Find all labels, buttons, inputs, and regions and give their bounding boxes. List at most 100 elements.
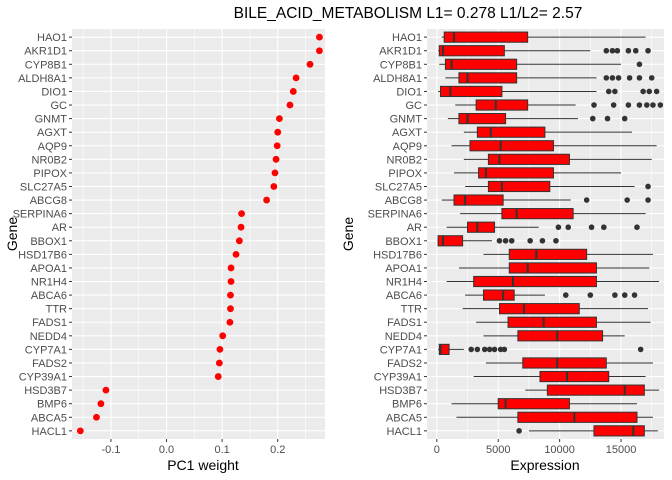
outlier-point xyxy=(527,237,533,244)
plot-title: BILE_ACID_METABOLISM L1= 0.278 L1/L2= 2.… xyxy=(234,5,583,22)
box-iqr xyxy=(473,275,597,288)
expr-gene-label: NR0B2 xyxy=(387,154,422,166)
outlier-point xyxy=(539,237,546,244)
box-iqr xyxy=(478,167,554,179)
pc1-point-hao1 xyxy=(316,33,323,41)
outlier-point xyxy=(516,428,522,434)
expr-gene-label: HSD3B7 xyxy=(379,385,422,397)
box-ttr xyxy=(462,303,649,315)
outlier-point xyxy=(636,102,643,108)
outlier-point xyxy=(621,115,628,122)
box-iqr xyxy=(508,262,597,274)
outlier-point xyxy=(565,224,572,231)
outlier-point xyxy=(604,115,611,122)
box-cyp8b1 xyxy=(439,58,643,70)
box-cyp39a1 xyxy=(473,370,646,383)
expr-gene-label: FADS1 xyxy=(387,317,422,329)
box-aldh8a1 xyxy=(445,72,655,84)
outlier-point xyxy=(632,47,639,54)
box-hsd17b6 xyxy=(483,248,653,260)
pc1-point-abca6 xyxy=(227,291,234,299)
box-fads2 xyxy=(485,357,653,369)
pc1-gene-label: ALDH8A1 xyxy=(18,73,67,85)
pc1-gene-label: GC xyxy=(51,100,68,112)
outlier-point xyxy=(502,237,509,244)
pc1-point-gnmt xyxy=(276,115,283,123)
outlier-point xyxy=(634,224,640,231)
pc1-point-cyp7a1 xyxy=(216,345,224,353)
box-iqr xyxy=(487,153,570,165)
box-iqr xyxy=(443,31,529,43)
outlier-point xyxy=(625,102,632,108)
outlier-point xyxy=(496,237,503,244)
outlier-point xyxy=(555,224,562,231)
outlier-point xyxy=(468,346,475,353)
outlier-point xyxy=(615,75,622,81)
outlier-point xyxy=(583,197,590,203)
pc1-gene-label: NEDD4 xyxy=(30,331,67,343)
box-nedd4 xyxy=(483,330,625,342)
box-hacl1 xyxy=(516,425,658,437)
box-iqr xyxy=(476,126,546,138)
pc1-y-axis-title: Gene xyxy=(4,217,20,251)
outlier-point xyxy=(605,88,612,95)
pc1-point-nr0b2 xyxy=(272,155,280,163)
expr-gene-label: CYP7A1 xyxy=(380,344,422,356)
expr-gene-label: GNMT xyxy=(390,114,423,126)
pc1-point-ar xyxy=(237,223,245,231)
expr-y-axis-title: Gene xyxy=(340,217,356,251)
pc1-point-aqp9 xyxy=(273,142,281,150)
outlier-point xyxy=(614,47,621,54)
outlier-point xyxy=(645,47,651,54)
box-abca6 xyxy=(465,289,638,301)
outlier-point xyxy=(626,75,633,81)
box-cyp7a1 xyxy=(438,343,644,355)
box-iqr xyxy=(517,411,638,423)
box-iqr xyxy=(539,370,610,383)
outlier-point xyxy=(648,75,655,81)
outlier-point xyxy=(644,102,650,108)
pc1-gene-label: NR1H4 xyxy=(31,277,67,289)
expr-gene-label: CYP8B1 xyxy=(380,59,422,71)
pc1-point-hacl1 xyxy=(76,427,84,435)
pc1-gene-label: AR xyxy=(52,222,67,234)
pc1-point-akr1d1 xyxy=(316,47,323,55)
box-gc xyxy=(455,99,664,111)
box-hao1 xyxy=(441,31,646,43)
pc1-points xyxy=(76,33,323,435)
outlier-point xyxy=(508,237,515,244)
expr-gene-label: GC xyxy=(406,100,423,112)
pc1-point-nr1h4 xyxy=(227,278,235,285)
box-iqr xyxy=(438,343,450,355)
pc1-gene-label: SERPINA6 xyxy=(13,209,67,221)
box-nr1h4 xyxy=(446,275,660,288)
outlier-point xyxy=(650,102,656,108)
box-iqr xyxy=(522,357,607,369)
expr-gene-label: NEDD4 xyxy=(385,331,422,343)
pc1-point-abcg8 xyxy=(263,196,271,204)
box-aqp9 xyxy=(451,140,657,152)
expr-gene-label: SLC27A5 xyxy=(375,181,422,193)
box-iqr xyxy=(507,316,597,328)
outlier-point xyxy=(631,292,638,298)
expr-gene-label: AR xyxy=(407,222,422,234)
outlier-point xyxy=(486,346,493,353)
box-iqr xyxy=(508,248,588,260)
box-iqr xyxy=(487,180,551,193)
outlier-point xyxy=(625,47,632,54)
expr-gene-label: AKR1D1 xyxy=(379,46,422,58)
box-hsd3b7 xyxy=(525,384,660,396)
box-iqr xyxy=(467,221,496,233)
outlier-point xyxy=(474,346,481,353)
pc1-gene-label: HSD17B6 xyxy=(18,249,67,261)
outlier-point xyxy=(562,292,569,298)
pc1-gene-label: CYP7A1 xyxy=(25,344,67,356)
pc1-point-pipox xyxy=(271,169,279,177)
outlier-point xyxy=(589,115,596,122)
pc1-gene-label: FADS1 xyxy=(32,317,67,329)
box-iqr xyxy=(437,235,464,247)
pc1-gene-label: ABCG8 xyxy=(30,195,67,207)
outlier-point xyxy=(501,346,508,353)
expr-x-axis-title: Expression xyxy=(510,457,579,473)
